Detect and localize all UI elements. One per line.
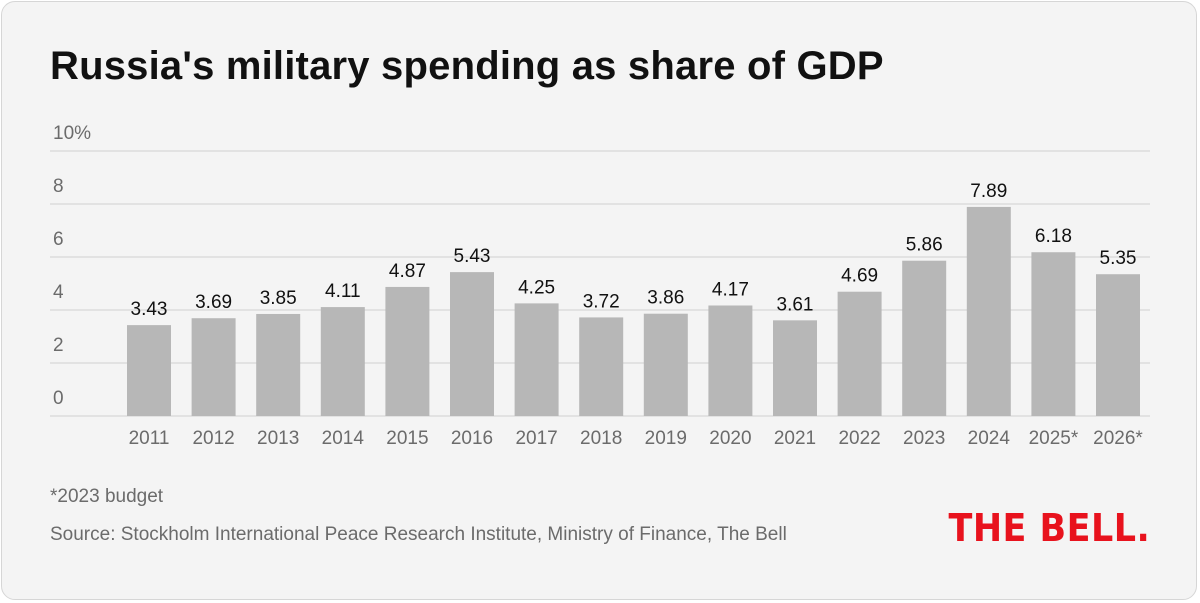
x-tick-label: 2012 bbox=[192, 428, 234, 449]
y-tick-label: 6 bbox=[53, 229, 64, 250]
bar-value-label: 5.35 bbox=[1100, 248, 1137, 269]
bar-value-label: 3.69 bbox=[195, 292, 232, 313]
bar-value-label: 3.61 bbox=[777, 294, 814, 315]
bar-chart: 0 2 4 6 8 10% 3.43 2011 3.69 2012 3.85 2013 4.11 2014… bbox=[50, 123, 1150, 449]
y-tick-label: 2 bbox=[53, 335, 64, 356]
bar bbox=[320, 307, 365, 416]
the-bell-logo: THE BELL. bbox=[948, 506, 1150, 550]
bar bbox=[1096, 274, 1140, 416]
bar bbox=[385, 286, 430, 416]
bar bbox=[773, 320, 817, 416]
bar-value-label: 3.86 bbox=[647, 288, 684, 309]
bar-value-label: 3.85 bbox=[260, 288, 297, 309]
bar bbox=[902, 260, 947, 416]
source-note: Source: Stockholm International Peace Re… bbox=[50, 524, 787, 545]
bar-value-label: 6.18 bbox=[1035, 226, 1072, 247]
x-tick-label: 2015 bbox=[386, 428, 428, 449]
bar-value-label: 5.86 bbox=[906, 235, 943, 256]
y-tick-label: 10% bbox=[53, 123, 91, 144]
x-tick-label: 2018 bbox=[580, 428, 622, 449]
bar-value-label: 3.72 bbox=[583, 291, 620, 312]
bar bbox=[643, 313, 688, 416]
bar-value-label: 4.87 bbox=[389, 261, 426, 282]
bar bbox=[708, 305, 753, 416]
x-tick-label: 2016 bbox=[451, 428, 493, 449]
x-tick-label: 2011 bbox=[129, 428, 170, 449]
bar bbox=[514, 303, 559, 416]
bar-value-label: 7.89 bbox=[970, 181, 1007, 202]
bar-value-label: 4.69 bbox=[841, 266, 878, 287]
x-tick-label: 2019 bbox=[645, 428, 687, 449]
bar bbox=[450, 272, 494, 416]
bar-value-label: 4.17 bbox=[712, 279, 749, 300]
x-tick-label: 2024 bbox=[968, 428, 1011, 449]
bar bbox=[579, 317, 624, 416]
x-tick-label: 2017 bbox=[515, 428, 557, 449]
chart-title: Russia's military spending as share of G… bbox=[50, 44, 884, 88]
x-tick-label: 2023 bbox=[903, 428, 945, 449]
bar bbox=[191, 318, 236, 416]
footnote: *2023 budget bbox=[50, 486, 164, 507]
bar bbox=[837, 291, 882, 416]
bar bbox=[966, 206, 1011, 416]
bar bbox=[1031, 252, 1076, 416]
bar-value-label: 5.43 bbox=[454, 246, 491, 267]
y-tick-label: 0 bbox=[53, 388, 64, 409]
y-tick-label: 4 bbox=[53, 282, 64, 303]
y-tick-label: 8 bbox=[53, 176, 64, 197]
bar-value-label: 4.11 bbox=[325, 281, 361, 302]
bar bbox=[256, 313, 301, 416]
bar bbox=[127, 325, 171, 416]
bar-value-label: 3.43 bbox=[131, 299, 168, 320]
x-tick-label: 2022 bbox=[838, 428, 880, 449]
x-tick-label: 2014 bbox=[322, 428, 365, 449]
x-tick-label: 2025* bbox=[1029, 428, 1079, 449]
x-tick-label: 2013 bbox=[257, 428, 299, 449]
bar-value-label: 4.25 bbox=[518, 277, 555, 298]
x-tick-label: 2026* bbox=[1093, 428, 1143, 449]
x-tick-label: 2021 bbox=[774, 428, 816, 449]
x-tick-label: 2020 bbox=[709, 428, 751, 449]
